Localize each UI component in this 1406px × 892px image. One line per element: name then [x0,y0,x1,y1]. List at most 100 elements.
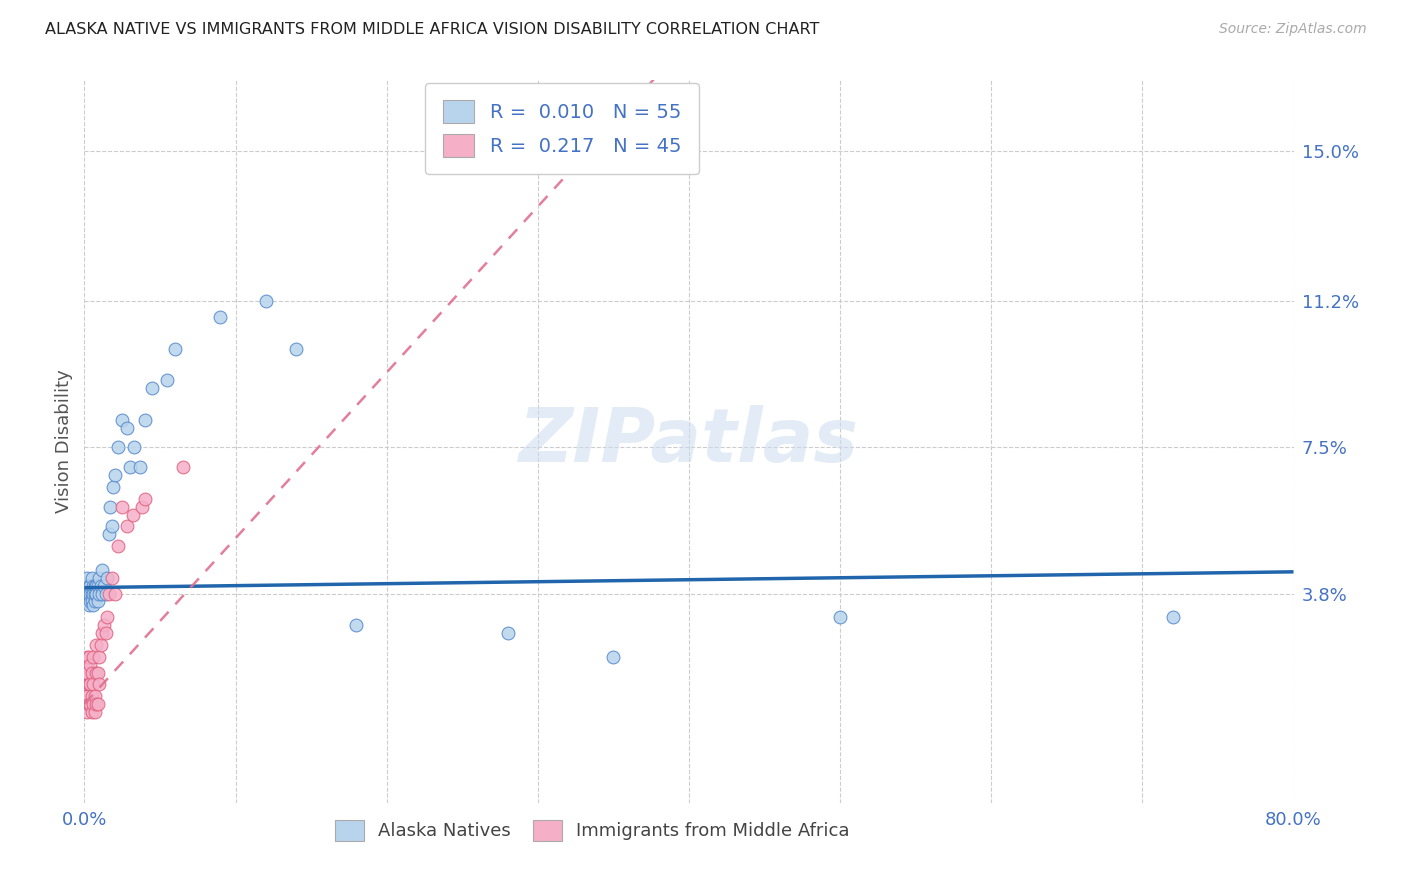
Y-axis label: Vision Disability: Vision Disability [55,369,73,514]
Point [602,649,624,664]
Point [77,649,100,664]
Point [346,618,368,632]
Point [84,689,107,703]
Legend: Alaska Natives, Immigrants from Middle Africa: Alaska Natives, Immigrants from Middle A… [328,813,856,848]
Point [80,689,103,703]
Point [82,599,104,613]
Point [121,508,143,522]
Point [111,413,134,427]
Point [209,310,232,325]
Point [80,586,103,600]
Point [84,594,107,608]
Point [87,579,110,593]
Point [84,705,107,719]
Point [97,527,120,541]
Point [91,626,114,640]
Point [75,697,97,711]
Point [75,579,97,593]
Point [82,586,104,600]
Point [86,665,108,680]
Point [84,586,107,600]
Point [84,579,107,593]
Point [75,689,97,703]
Point [76,594,98,608]
Point [107,441,129,455]
Point [77,586,100,600]
Point [86,579,108,593]
Point [104,468,127,483]
Point [76,689,98,703]
Point [90,579,112,593]
Point [101,480,124,494]
Point [77,599,100,613]
Point [75,677,97,691]
Point [80,665,103,680]
Point [79,594,101,608]
Point [91,563,114,577]
Point [82,677,104,691]
Point [86,586,108,600]
Point [165,342,187,356]
Point [89,586,111,600]
Point [79,657,101,672]
Point [90,638,112,652]
Point [79,579,101,593]
Point [172,460,194,475]
Point [93,579,115,593]
Point [76,665,98,680]
Point [75,594,97,608]
Point [86,638,108,652]
Point [134,491,156,506]
Point [87,697,110,711]
Point [285,342,308,356]
Point [134,413,156,427]
Point [104,586,127,600]
Point [98,500,121,514]
Point [79,677,101,691]
Text: ALASKA NATIVE VS IMMIGRANTS FROM MIDDLE AFRICA VISION DISABILITY CORRELATION CHA: ALASKA NATIVE VS IMMIGRANTS FROM MIDDLE … [45,22,820,37]
Point [129,460,152,475]
Point [115,421,138,435]
Point [496,626,519,640]
Point [141,381,163,395]
Point [115,519,138,533]
Point [89,677,111,691]
Point [79,697,101,711]
Point [82,579,104,593]
Point [96,610,118,624]
Point [75,665,97,680]
Text: Source: ZipAtlas.com: Source: ZipAtlas.com [1219,22,1367,37]
Point [80,594,103,608]
Point [97,586,120,600]
Point [89,571,111,585]
Point [122,441,145,455]
Point [100,519,122,533]
Point [830,610,852,624]
Point [87,665,110,680]
Text: ZIPatlas: ZIPatlas [519,405,859,478]
Point [77,677,100,691]
Point [94,626,117,640]
Point [80,571,103,585]
Point [75,657,97,672]
Point [80,705,103,719]
Point [89,649,111,664]
Point [86,697,108,711]
Point [79,586,101,600]
Point [107,539,129,553]
Point [1161,610,1184,624]
Point [87,594,110,608]
Point [76,586,98,600]
Point [82,649,104,664]
Point [76,705,98,719]
Point [91,586,114,600]
Point [131,500,153,514]
Point [96,571,118,585]
Point [76,571,98,585]
Point [254,294,277,309]
Point [93,618,115,632]
Point [111,500,134,514]
Point [118,460,141,475]
Point [77,697,100,711]
Point [76,649,98,664]
